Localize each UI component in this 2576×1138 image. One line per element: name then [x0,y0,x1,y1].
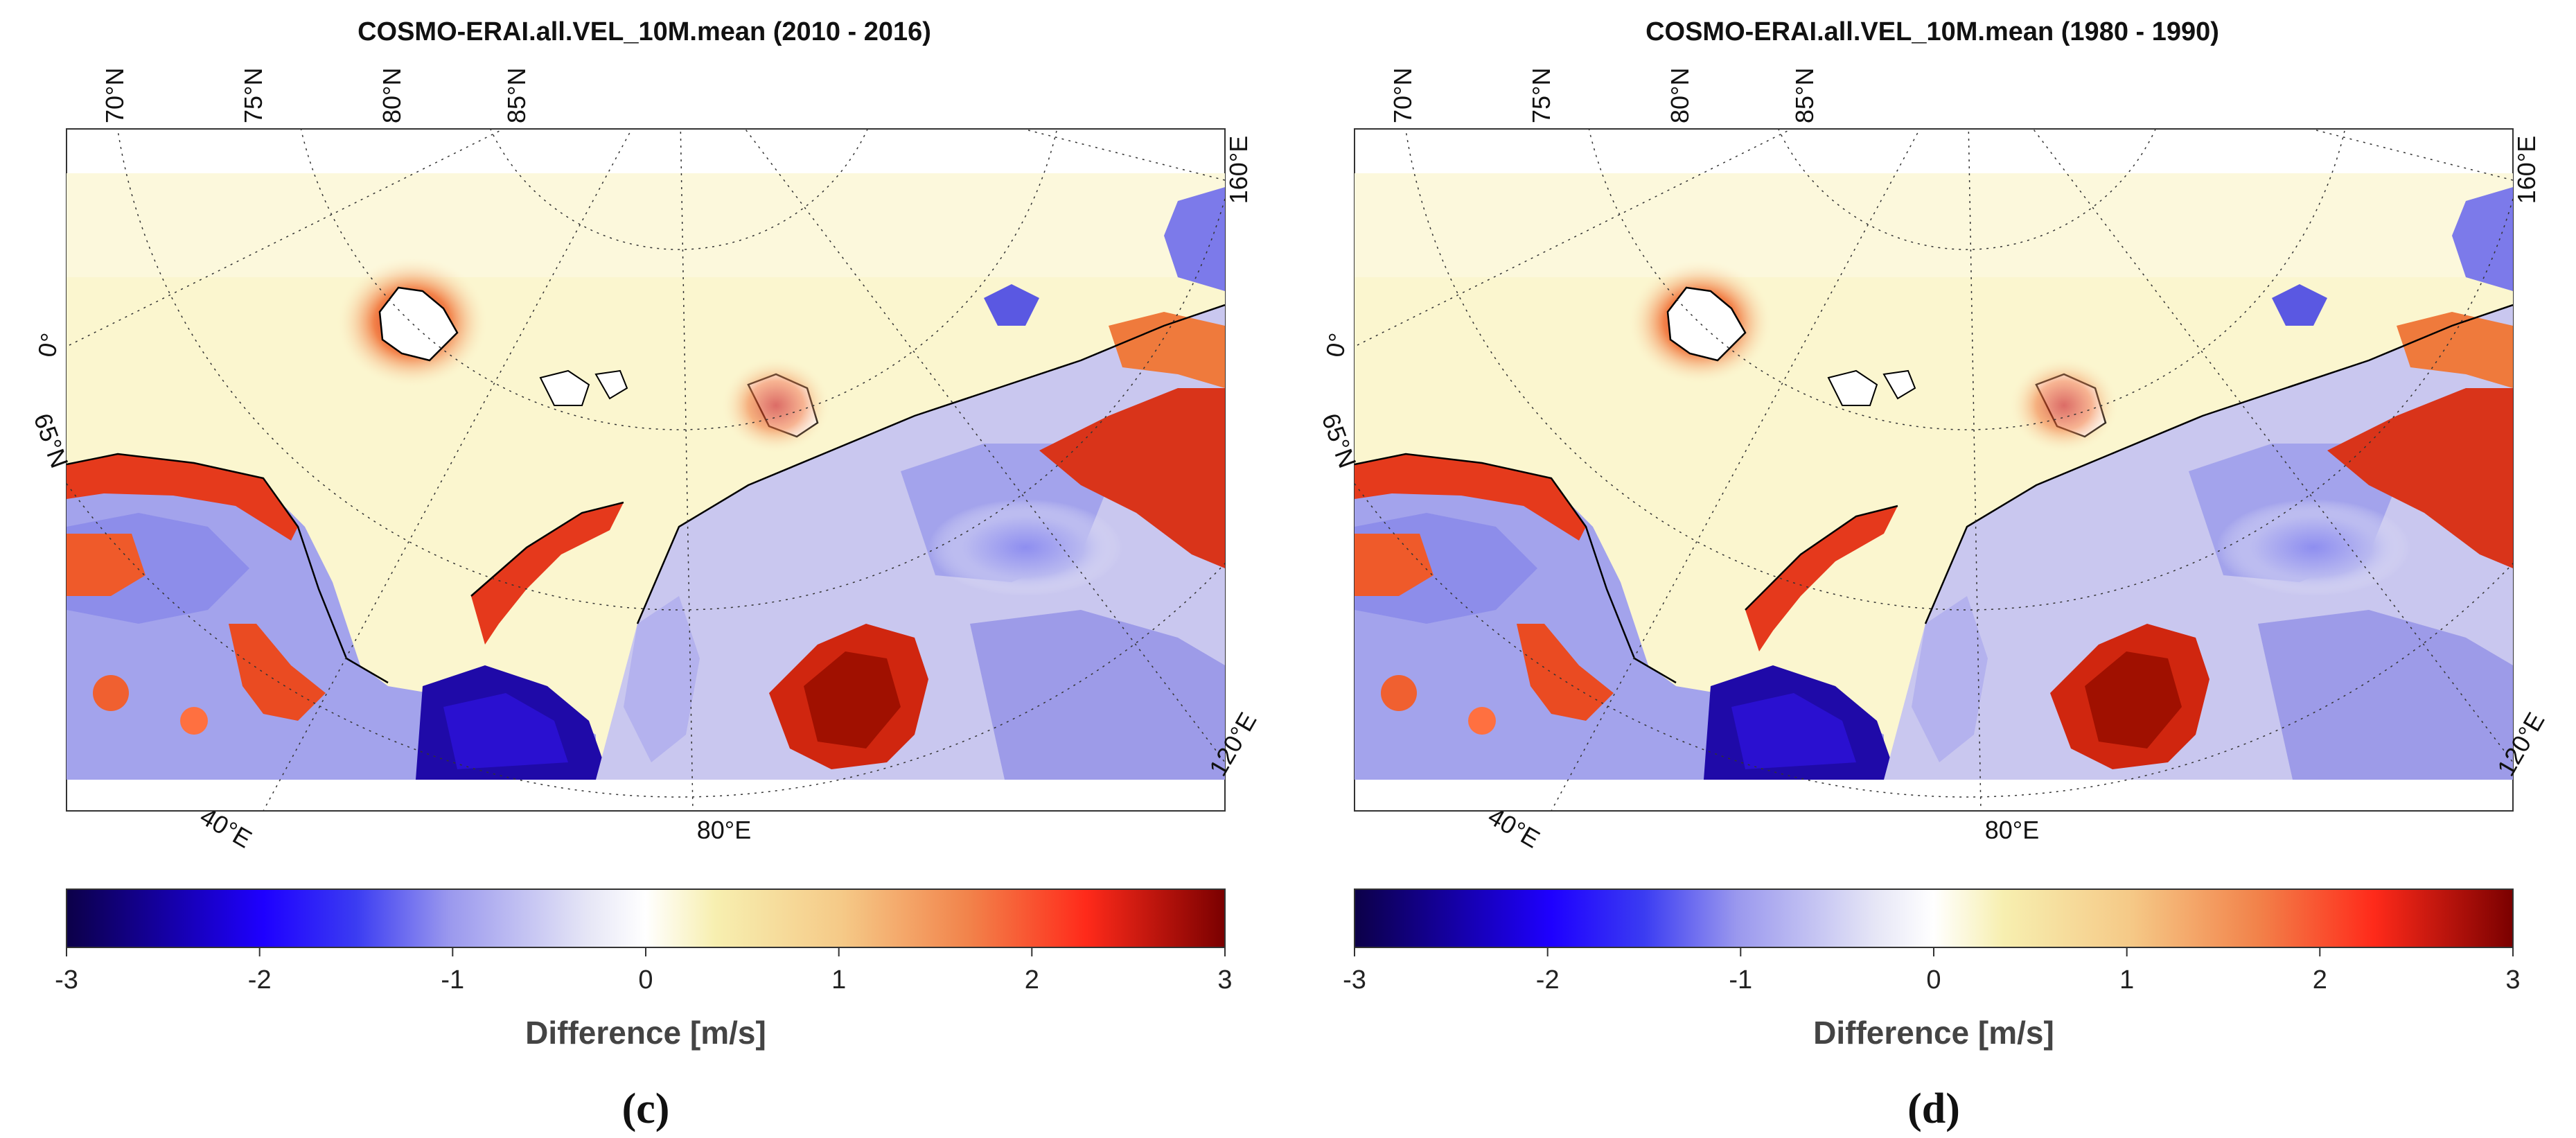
panel-label: (d) [1907,1085,1960,1132]
map-field [67,129,1225,811]
lon-label-160e: 160°E [2512,136,2541,204]
lat-label-75n: 75°N [239,68,267,123]
colorbar-label: Difference [m/s] [525,1015,766,1051]
lat-label-70n: 70°N [100,68,129,123]
lat-label-80n: 80°N [378,68,406,123]
panel-d-svg: COSMO-ERAI.all.VEL_10M.mean (1980 - 1990… [1316,17,2550,1132]
colorbar [66,888,1226,948]
lon-label-0: 0° [1321,331,1352,359]
lat-label-85n: 85°N [1790,68,1819,123]
cb-tick-label: -3 [1343,965,1366,995]
colorbar-ticks [66,947,1226,956]
lat-label-80n: 80°N [1666,68,1694,123]
map-title: COSMO-ERAI.all.VEL_10M.mean (1980 - 1990… [1646,17,2219,46]
panel-c-svg: COSMO-ERAI.all.VEL_10M.mean (2010 - 2016… [28,17,1262,1132]
lon-label-80e: 80°E [1985,816,2039,844]
panel-d: COSMO-ERAI.all.VEL_10M.mean (1980 - 1990… [1288,0,2576,1138]
cb-tick-label: 1 [2119,965,2134,995]
cb-tick-label: -2 [1536,965,1560,995]
colorbar-label: Difference [m/s] [1813,1015,2054,1051]
cb-tick-label: 1 [831,965,846,995]
cb-tick-label: -1 [441,965,464,995]
panel-c: COSMO-ERAI.all.VEL_10M.mean (2010 - 2016… [28,17,1262,1132]
map-title: COSMO-ERAI.all.VEL_10M.mean (2010 - 2016… [358,17,931,46]
cb-tick-label: -1 [1729,965,1752,995]
cb-tick-label: 0 [1926,965,1941,995]
cb-tick-label: -3 [55,965,78,995]
cb-tick-label: 0 [638,965,653,995]
cb-tick-label: -2 [248,965,272,995]
colorbar-ticks [1354,947,2514,956]
map-field [1355,129,2513,811]
lon-label-80e: 80°E [697,816,751,844]
lat-label-75n: 75°N [1527,68,1555,123]
cb-tick-label: 2 [1025,965,1039,995]
cb-tick-label: 2 [2313,965,2327,995]
lon-label-160e: 160°E [1224,136,1253,204]
cb-tick-label: 3 [2505,965,2520,995]
colorbar [1354,888,2514,948]
lat-label-70n: 70°N [1388,68,1417,123]
cb-tick-label: 3 [1217,965,1232,995]
lat-label-85n: 85°N [502,68,531,123]
lon-label-0: 0° [33,331,64,359]
panel-label: (c) [622,1085,670,1132]
